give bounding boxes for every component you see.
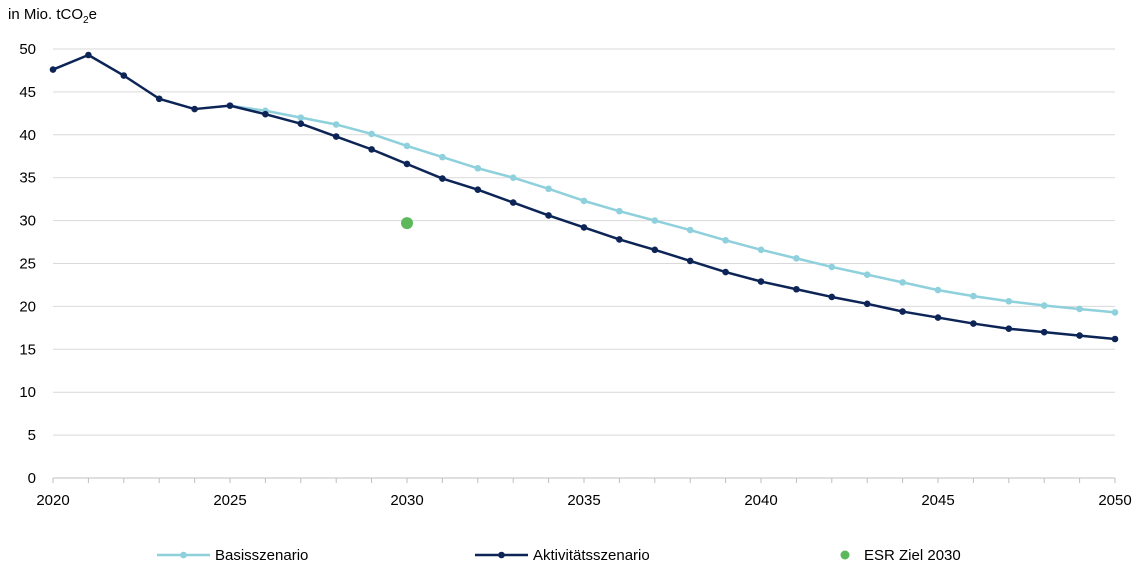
data-point-basisszenario-2027 <box>297 114 305 121</box>
data-point-aktivit-tsszenario-2022 <box>120 72 128 79</box>
data-point-basisszenario-2035 <box>580 197 588 205</box>
data-point-basisszenario-2029 <box>368 130 375 138</box>
x-tick-label-2045: 2045 <box>921 492 954 509</box>
data-point-basisszenario-2048 <box>1040 302 1048 309</box>
data-point-aktivit-tsszenario-2038 <box>686 257 694 265</box>
x-tick-label-2030: 2030 <box>390 492 423 509</box>
data-point-aktivit-tsszenario-2032 <box>474 186 482 194</box>
data-point-aktivit-tsszenario-2024 <box>191 105 198 113</box>
data-point-aktivit-tsszenario-2036 <box>616 236 623 243</box>
gridlines <box>53 48 1115 436</box>
data-point-aktivit-tsszenario-2039 <box>722 268 729 276</box>
data-point-aktivit-tsszenario-2031 <box>439 175 446 182</box>
data-point-aktivit-tsszenario-2046 <box>970 320 977 327</box>
data-point-basisszenario-2041 <box>793 255 800 262</box>
data-point-basisszenario-2040 <box>757 246 765 254</box>
data-point-basisszenario-2034 <box>545 185 552 193</box>
data-point-aktivit-tsszenario-2049 <box>1076 332 1083 339</box>
y-tick-label-50: 50 <box>19 41 36 58</box>
data-point-basisszenario-2042 <box>828 263 836 271</box>
y-axis-title-prefix: in Mio. tCO <box>8 6 84 23</box>
y-axis-title: in Mio. tCO2e <box>8 6 97 26</box>
data-point-aktivit-tsszenario-2050 <box>1111 335 1119 343</box>
y-tick-label-5: 5 <box>28 427 36 444</box>
y-tick-label-20: 20 <box>19 298 36 315</box>
data-point-aktivit-tsszenario-2021 <box>85 51 92 59</box>
y-tick-label-0: 0 <box>28 470 36 487</box>
data-point-aktivit-tsszenario-2042 <box>828 293 836 301</box>
series-line-aktivit-tsszenario <box>52 53 1116 341</box>
x-tick-labels: 2020 2025 2030 2035 2040 2045 2050 <box>36 492 1131 509</box>
data-point-aktivit-tsszenario-2047 <box>1005 325 1013 333</box>
legend-swatch-marker-esr-ziel-2030 <box>840 550 850 560</box>
data-point-basisszenario-2038 <box>686 226 694 234</box>
series-group <box>49 51 1119 343</box>
axes <box>52 477 1116 483</box>
data-point-aktivit-tsszenario-2027 <box>297 120 305 127</box>
y-tick-label-10: 10 <box>19 384 36 401</box>
data-point-aktivit-tsszenario-2028 <box>332 133 340 140</box>
data-point-aktivit-tsszenario-2023 <box>155 95 163 103</box>
legend-swatch-marker-aktivit-tsszenario <box>498 551 505 559</box>
legend-label-esr-ziel-2030: ESR Ziel 2030 <box>864 547 961 564</box>
data-point-aktivit-tsszenario-2033 <box>509 199 517 206</box>
legend-label-basisszenario: Basisszenario <box>215 547 308 564</box>
data-point-aktivit-tsszenario-2043 <box>863 300 871 308</box>
data-point-aktivit-tsszenario-2020 <box>49 66 57 73</box>
data-point-basisszenario-2043 <box>863 271 871 278</box>
data-point-basisszenario-2039 <box>722 237 729 244</box>
x-tick-label-2035: 2035 <box>567 492 600 509</box>
y-tick-label-45: 45 <box>19 84 36 101</box>
x-tick-label-2025: 2025 <box>213 492 246 509</box>
data-point-basisszenario-2030 <box>403 142 411 150</box>
data-point-esr-ziel-2030-2030 <box>401 217 413 230</box>
data-point-basisszenario-2046 <box>970 292 977 300</box>
data-point-aktivit-tsszenario-2040 <box>757 278 765 285</box>
data-point-basisszenario-2044 <box>899 279 906 286</box>
y-axis-title-suffix: e <box>88 6 97 23</box>
data-point-basisszenario-2050 <box>1111 309 1119 316</box>
data-point-basisszenario-2047 <box>1005 297 1013 305</box>
series-line-basisszenario <box>229 104 1116 314</box>
data-point-basisszenario-2031 <box>439 153 446 161</box>
data-point-basisszenario-2036 <box>616 207 623 215</box>
x-tick-label-2020: 2020 <box>36 492 69 509</box>
data-point-aktivit-tsszenario-2044 <box>899 308 906 315</box>
y-tick-label-25: 25 <box>19 256 36 273</box>
data-point-aktivit-tsszenario-2035 <box>580 224 588 231</box>
data-point-basisszenario-2033 <box>509 174 517 181</box>
data-point-aktivit-tsszenario-2045 <box>934 314 942 321</box>
data-point-aktivit-tsszenario-2041 <box>793 285 800 293</box>
data-point-aktivit-tsszenario-2037 <box>651 246 659 254</box>
data-point-aktivit-tsszenario-2025 <box>226 102 234 109</box>
data-point-basisszenario-2037 <box>651 217 659 224</box>
data-point-basisszenario-2032 <box>474 164 482 172</box>
y-tick-label-35: 35 <box>19 170 36 187</box>
data-point-basisszenario-2028 <box>332 121 340 128</box>
data-point-basisszenario-2049 <box>1076 305 1083 313</box>
data-point-aktivit-tsszenario-2034 <box>545 212 552 219</box>
data-point-aktivit-tsszenario-2030 <box>403 160 411 168</box>
y-tick-labels: 0 5 10 15 20 25 30 35 40 45 50 <box>19 41 36 487</box>
legend: Basisszenario Aktivitätsszenario ESR Ziel … <box>157 547 961 564</box>
legend-label-aktivit-tsszenario: Aktivitätsszenario <box>533 547 650 564</box>
y-tick-label-40: 40 <box>19 127 36 144</box>
data-point-aktivit-tsszenario-2026 <box>262 110 269 118</box>
y-tick-label-15: 15 <box>19 341 36 358</box>
data-point-basisszenario-2045 <box>934 286 942 294</box>
data-point-aktivit-tsszenario-2048 <box>1040 328 1048 336</box>
legend-swatch-marker-basisszenario <box>180 551 187 559</box>
y-axis-title-subscript: 2 <box>83 15 89 26</box>
y-tick-label-30: 30 <box>19 213 36 230</box>
data-point-aktivit-tsszenario-2029 <box>368 146 375 153</box>
x-tick-label-2050: 2050 <box>1098 492 1131 509</box>
x-tick-label-2040: 2040 <box>744 492 777 509</box>
